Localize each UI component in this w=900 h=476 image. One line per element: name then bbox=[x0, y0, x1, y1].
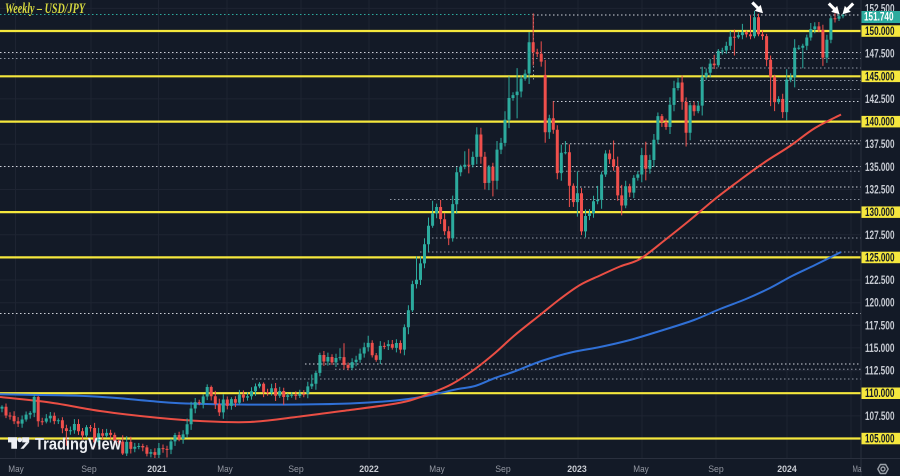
svg-text:Sep: Sep bbox=[81, 464, 97, 475]
svg-text:132.500: 132.500 bbox=[865, 185, 895, 197]
svg-text:Ma: Ma bbox=[853, 464, 862, 475]
svg-text:May: May bbox=[633, 464, 649, 475]
svg-text:142.500: 142.500 bbox=[865, 94, 895, 106]
svg-text:2021: 2021 bbox=[147, 464, 167, 475]
svg-text:130.000: 130.000 bbox=[865, 207, 895, 219]
svg-text:147.500: 147.500 bbox=[865, 49, 895, 61]
svg-text:117.500: 117.500 bbox=[865, 320, 895, 332]
svg-text:151.740: 151.740 bbox=[864, 12, 894, 24]
svg-text:Weekly – USD/JPY: Weekly – USD/JPY bbox=[5, 1, 86, 17]
svg-text:Sep: Sep bbox=[708, 464, 724, 475]
svg-text:137.500: 137.500 bbox=[865, 139, 895, 151]
svg-text:127.500: 127.500 bbox=[865, 230, 895, 242]
svg-text:105.000: 105.000 bbox=[865, 434, 895, 446]
svg-text:122.500: 122.500 bbox=[865, 275, 895, 287]
svg-text:112.500: 112.500 bbox=[865, 366, 895, 378]
svg-text:135.000: 135.000 bbox=[865, 162, 895, 174]
svg-text:May: May bbox=[217, 464, 233, 475]
svg-text:140.000: 140.000 bbox=[865, 117, 895, 129]
svg-text:TradingView: TradingView bbox=[35, 436, 121, 454]
svg-text:115.000: 115.000 bbox=[865, 343, 895, 355]
svg-text:2024: 2024 bbox=[777, 464, 797, 475]
svg-text:110.000: 110.000 bbox=[865, 388, 895, 400]
svg-text:May: May bbox=[429, 464, 445, 475]
svg-text:125.000: 125.000 bbox=[865, 252, 895, 264]
svg-text:2022: 2022 bbox=[359, 464, 379, 475]
svg-text:Sep: Sep bbox=[495, 464, 511, 475]
svg-text:145.000: 145.000 bbox=[865, 71, 895, 83]
svg-text:107.500: 107.500 bbox=[865, 411, 895, 423]
svg-text:Sep: Sep bbox=[288, 464, 304, 475]
svg-text:May: May bbox=[8, 464, 24, 475]
svg-text:120.000: 120.000 bbox=[865, 298, 895, 310]
svg-text:2023: 2023 bbox=[567, 464, 587, 475]
svg-text:150.000: 150.000 bbox=[865, 26, 895, 38]
